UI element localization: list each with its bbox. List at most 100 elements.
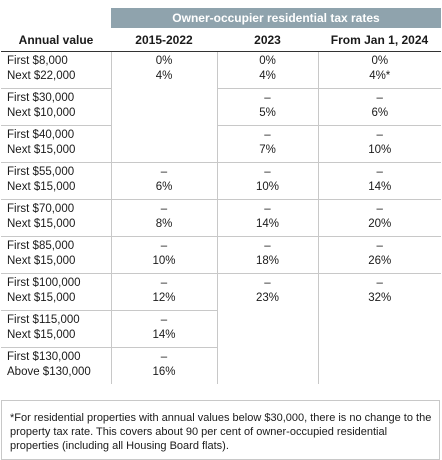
tax-rate: – 7% xyxy=(216,125,318,163)
tax-rate-line: 8% xyxy=(155,218,173,230)
tax-rate-line: 20% xyxy=(368,218,392,230)
tax-rate: – 20% xyxy=(317,199,441,237)
tax-rate-line: 16% xyxy=(152,366,176,378)
tax-rate: 0% 4% xyxy=(216,51,318,89)
tax-rate-line: 10% xyxy=(152,255,176,267)
column-header: From Jan 1, 2024 xyxy=(318,28,441,52)
table-row: First $55,000 Next $15,000 – 6% – 10% – 14% xyxy=(1,162,441,200)
tax-rate-line: – xyxy=(376,92,383,104)
tax-rate-line: – xyxy=(376,277,383,289)
annual-value-line: First $115,000 xyxy=(7,314,80,326)
annual-value-line: Next $15,000 xyxy=(7,329,76,341)
annual-value-line: First $40,000 xyxy=(7,129,75,141)
page: Owner-occupier residential tax rates Ann… xyxy=(0,8,442,460)
footnote: *For residential properties with annual … xyxy=(1,400,440,460)
tax-rate-line: 14% xyxy=(255,218,280,230)
table-row: First $115,000 Next $15,000 – 14% xyxy=(1,310,441,348)
tax-rate-line: – xyxy=(264,277,271,289)
table-body: First $8,000 Next $22,000 0% 4% 0% 4% 0% 4%* Fir… xyxy=(1,51,441,384)
tax-rate-line: – xyxy=(160,277,168,289)
annual-value: First $55,000 Next $15,000 xyxy=(1,162,111,200)
annual-value: First $8,000 Next $22,000 xyxy=(1,51,111,89)
tax-rate: – 6% xyxy=(110,162,217,200)
tax-rate-line: – xyxy=(160,203,168,215)
tax-rate-line: – xyxy=(264,129,271,141)
annual-value: First $115,000 Next $15,000 xyxy=(1,310,111,348)
tax-rate-line: 6% xyxy=(371,107,389,119)
tax-rate: – 14% xyxy=(216,199,318,237)
table-row: First $30,000 Next $10,000 – 5% – 6% xyxy=(1,88,441,126)
tax-rate: – 12% xyxy=(110,273,217,311)
tax-rate-line: – xyxy=(160,351,168,363)
tax-rate: – 16% xyxy=(110,347,217,384)
tax-rate-line: 26% xyxy=(368,255,392,267)
annual-value-line: First $55,000 xyxy=(7,166,75,178)
tax-rate-line: – xyxy=(264,166,271,178)
tax-rate-line: – xyxy=(264,240,271,252)
tax-rate-line: – xyxy=(264,92,271,104)
annual-value-line: Next $15,000 xyxy=(7,181,76,193)
tax-rate: – 10% xyxy=(216,162,318,200)
tax-rate: – 8% xyxy=(110,199,217,237)
tax-rate: 0% 4%* xyxy=(317,51,441,89)
table-row: First $85,000 Next $15,000 – 10% – 18% – 26% xyxy=(1,236,441,274)
annual-value-line: First $85,000 xyxy=(7,240,75,252)
tax-rate-line: 32% xyxy=(368,292,392,304)
tax-rate-line: – xyxy=(160,314,168,326)
annual-value: First $85,000 Next $15,000 xyxy=(1,236,111,274)
column-header: Annual value xyxy=(1,28,111,52)
column-header: 2023 xyxy=(217,28,318,52)
tax-rate: – 32% xyxy=(317,273,441,384)
tax-rate: – 10% xyxy=(110,236,217,274)
annual-value-line: Next $22,000 xyxy=(7,70,76,82)
annual-value: First $30,000 Next $10,000 xyxy=(1,88,111,126)
annual-value: First $70,000 Next $15,000 xyxy=(1,199,111,237)
table-row: First $40,000 Next $15,000 – 7% – 10% xyxy=(1,125,441,163)
tax-rate-line: 5% xyxy=(259,107,276,119)
annual-value-line: First $100,000 xyxy=(7,277,81,289)
table-row: First $70,000 Next $15,000 – 8% – 14% – 20% xyxy=(1,199,441,237)
annual-value-line: Above $130,000 xyxy=(7,366,91,378)
tax-rate-line: 7% xyxy=(259,144,276,156)
tax-rate-line: 18% xyxy=(255,255,280,267)
tax-rate-line: 4%* xyxy=(369,70,391,82)
tax-rate: – 18% xyxy=(216,236,318,274)
annual-value-line: First $70,000 xyxy=(7,203,75,215)
blank xyxy=(1,8,111,28)
tax-rate-line: 14% xyxy=(152,329,176,341)
column-header: 2015-2022 xyxy=(111,28,217,52)
tax-rate: – 23% xyxy=(216,273,318,384)
tax-table: Owner-occupier residential tax rates Ann… xyxy=(1,8,441,384)
annual-value: First $100,000 Next $15,000 xyxy=(1,273,111,311)
annual-value-line: First $130,000 xyxy=(7,351,81,363)
table-row: First $8,000 Next $22,000 0% 4% 0% 4% 0% 4%* xyxy=(1,51,441,163)
tax-rate-line: – xyxy=(376,203,383,215)
annual-value: First $40,000 Next $15,000 xyxy=(1,125,111,163)
tax-rate: – 6% xyxy=(317,88,441,126)
annual-value-line: Next $10,000 xyxy=(7,107,76,119)
tax-rate-line: – xyxy=(376,129,383,141)
tax-rate: – 14% xyxy=(317,162,441,200)
tax-rate-line: – xyxy=(376,240,383,252)
tax-rate-line: 4% xyxy=(259,70,276,82)
tax-rate: – 5% xyxy=(216,88,318,126)
tax-rate-line: 0% xyxy=(259,55,276,67)
tax-rate: – 26% xyxy=(317,236,441,274)
annual-value-line: First $8,000 xyxy=(7,55,68,67)
tax-rate-line: 4% xyxy=(155,70,173,82)
table-row: First $130,000 Above $130,000 – 16% xyxy=(1,347,441,384)
tax-rate: 0% 4% xyxy=(110,51,217,163)
table-row: First $100,000 Next $15,000 – 12% – 23% – 32% xyxy=(1,273,441,384)
annual-value-line: First $30,000 xyxy=(7,92,75,104)
annual-value: First $130,000 Above $130,000 xyxy=(1,347,111,384)
annual-value-line: Next $15,000 xyxy=(7,218,76,230)
tax-rate-line: 23% xyxy=(255,292,280,304)
tax-rate-line: – xyxy=(160,166,168,178)
tax-rate-line: – xyxy=(264,203,271,215)
tax-rate-line: 10% xyxy=(255,181,280,193)
tax-rate-line: 14% xyxy=(368,181,392,193)
tax-rate: – 10% xyxy=(317,125,441,163)
tax-rate-line: 12% xyxy=(152,292,176,304)
tax-rate-line: 6% xyxy=(155,181,173,193)
tax-rate-line: 0% xyxy=(155,55,173,67)
